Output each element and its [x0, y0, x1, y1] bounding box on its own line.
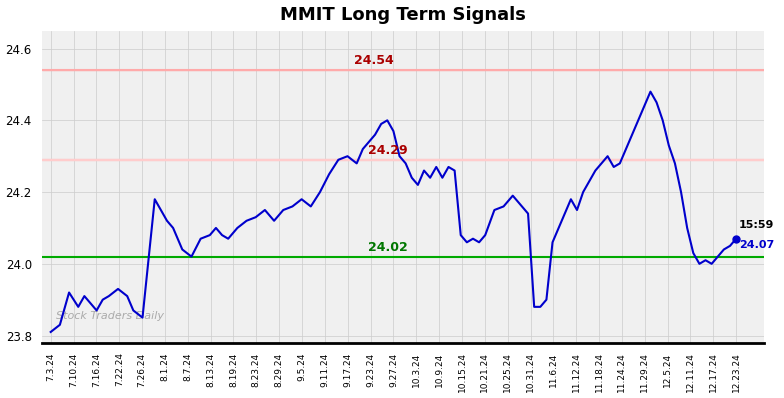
Text: Stock Traders Daily: Stock Traders Daily [56, 311, 164, 321]
Text: 24.29: 24.29 [368, 144, 408, 157]
Text: 24.02: 24.02 [368, 241, 408, 254]
Text: 24.54: 24.54 [354, 54, 394, 67]
Title: MMIT Long Term Signals: MMIT Long Term Signals [280, 6, 525, 23]
Text: 24.07: 24.07 [739, 240, 775, 250]
Text: 15:59: 15:59 [739, 220, 775, 230]
